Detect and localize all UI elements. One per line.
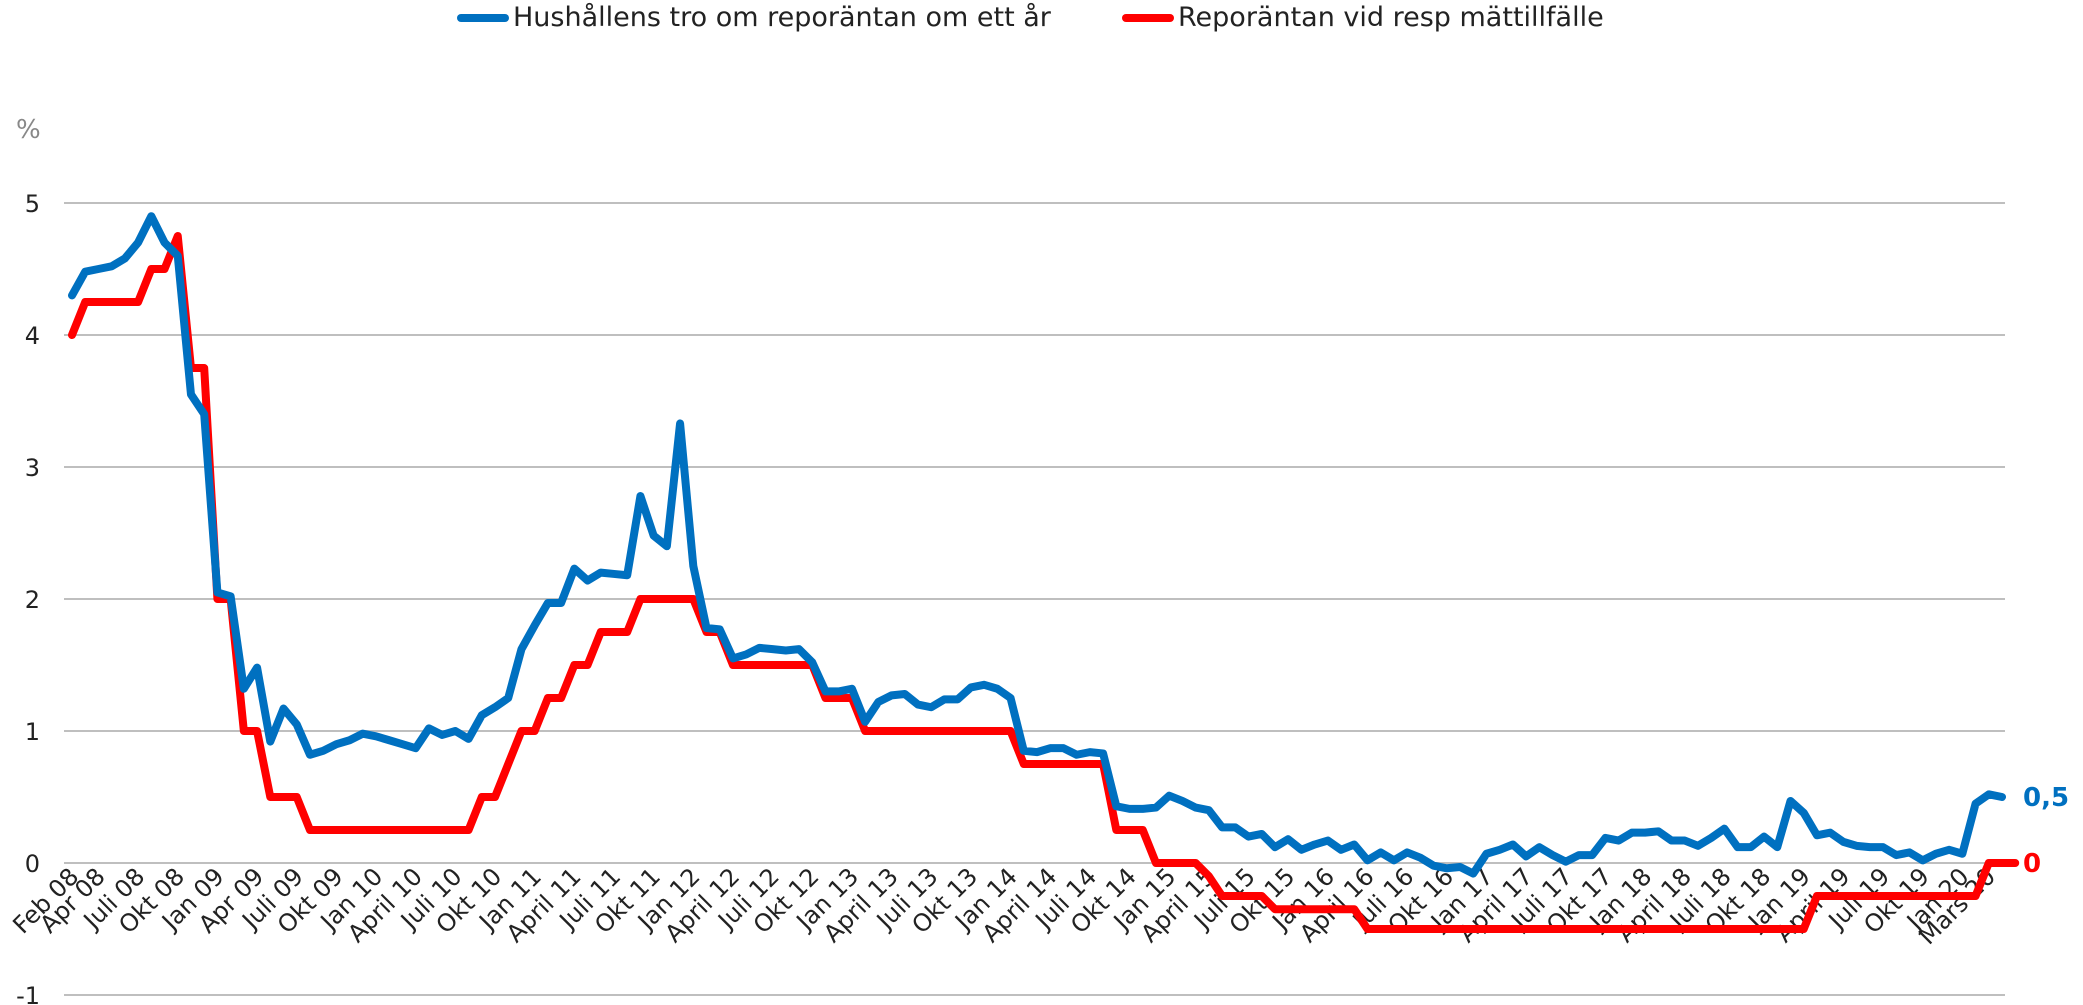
- legend-label-repo-rate: Reporäntan vid resp mättillfälle: [1178, 2, 1604, 33]
- y-tick-label: 5: [25, 190, 40, 218]
- legend-item-repo-rate: Reporäntan vid resp mättillfälle: [1122, 2, 1604, 33]
- y-axis-labels: -1 0 1 2 3 4 5: [16, 190, 40, 1005]
- legend-swatch-blue: [457, 13, 509, 22]
- legend-label-household-expectation: Hushållens tro om reporäntan om ett år: [513, 2, 1051, 33]
- legend-item-household-expectation: Hushållens tro om reporäntan om ett år: [457, 2, 1051, 33]
- series-line-repo-rate: [68, 232, 2020, 933]
- legend: Hushållens tro om reporäntan om ett år R…: [0, 2, 2083, 42]
- end-label-repo-rate: 0: [2023, 849, 2041, 879]
- y-tick-label: 0: [25, 850, 40, 878]
- series-lines: [68, 212, 2020, 933]
- legend-swatch-red: [1122, 13, 1174, 22]
- y-tick-label: -1: [16, 982, 40, 1005]
- end-labels: 0,50: [2023, 783, 2069, 879]
- y-tick-label: 1: [25, 718, 40, 746]
- y-axis-unit-label: %: [16, 115, 41, 145]
- grid-lines: [64, 202, 2005, 996]
- series-line-household-expectation: [68, 212, 2006, 878]
- y-tick-label: 2: [25, 586, 40, 614]
- end-label-household-expectation: 0,5: [2023, 783, 2069, 813]
- y-tick-label: 4: [25, 322, 40, 350]
- y-tick-label: 3: [25, 454, 40, 482]
